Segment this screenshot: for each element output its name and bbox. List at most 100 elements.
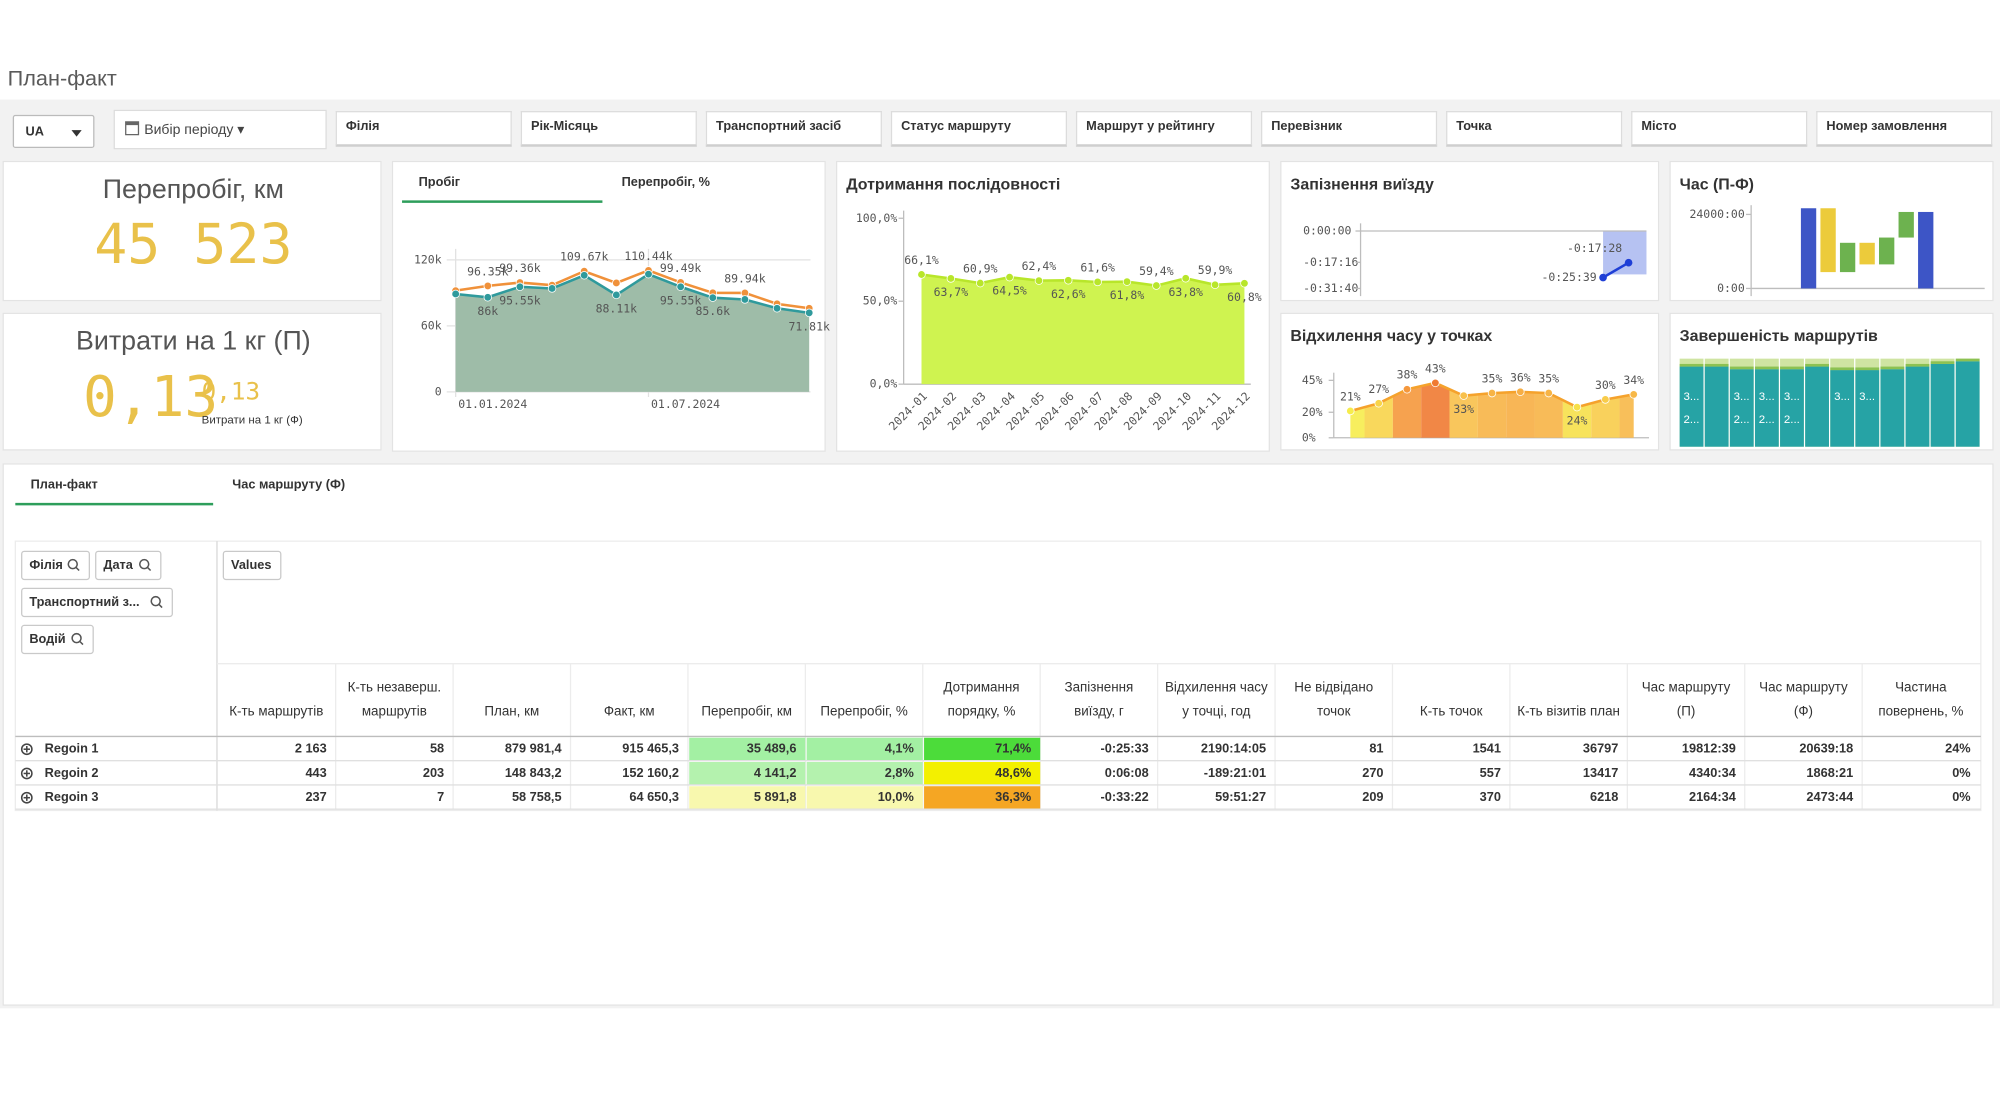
area-segment <box>1534 392 1563 438</box>
data-label: 63,7% <box>934 285 969 299</box>
point <box>976 278 985 288</box>
cell: 5 891,8 <box>754 789 797 804</box>
dimension-chip[interactable] <box>21 550 90 581</box>
data-label: -0:25:39 <box>1541 270 1596 284</box>
y-tick-label: 45% <box>1302 373 1323 387</box>
point <box>1064 276 1073 285</box>
data-label: 89.94k <box>724 271 766 285</box>
point <box>1431 378 1440 388</box>
column-header: Перепробіг, км <box>701 704 792 719</box>
filter-field[interactable]: Філія <box>335 111 512 147</box>
data-label: 62,6% <box>1051 287 1086 301</box>
row-label: Regoin 2 <box>45 765 99 780</box>
area-fill <box>455 274 810 392</box>
point <box>708 293 717 302</box>
x-tick-label: 01.07.2024 <box>651 397 720 411</box>
point <box>917 270 926 279</box>
column-header: К-ть незаверш. <box>348 679 442 694</box>
data-label: 33% <box>1453 402 1474 416</box>
point <box>1624 258 1633 267</box>
point <box>451 289 460 299</box>
cell: 1868:21 <box>1806 765 1853 780</box>
data-label: 24% <box>1567 414 1588 428</box>
cell: -0:25:33 <box>1100 741 1148 756</box>
bar-text: 3... <box>1834 391 1850 403</box>
bar-segment <box>1754 369 1779 447</box>
kpi-title: Перепробіг, км <box>102 174 284 205</box>
bar-segment <box>1930 361 1955 364</box>
filter-field[interactable]: Перевізник <box>1261 111 1438 147</box>
bar-segment <box>1780 366 1804 370</box>
tab[interactable]: Пробіг <box>419 174 460 189</box>
filter-field[interactable]: Маршрут у рейтингу <box>1075 111 1253 147</box>
bar-segment <box>1880 369 1905 447</box>
point <box>1629 390 1638 399</box>
bar-text: 3... <box>1784 391 1800 403</box>
point <box>1122 277 1132 286</box>
y-tick-label: 50,0% <box>863 294 898 308</box>
cell-highlight <box>806 737 923 761</box>
dimension-chip-label: Транспортний з... <box>29 594 139 609</box>
y-tick-label: 0:00:00 <box>1303 224 1351 238</box>
cell: 6218 <box>1590 789 1618 804</box>
tab[interactable]: Перепробіг, % <box>622 174 710 189</box>
language-select[interactable]: UA <box>12 114 95 149</box>
filter-field[interactable]: Точка <box>1446 111 1623 147</box>
cell-highlight <box>924 761 1041 785</box>
dimension-chip[interactable] <box>95 550 162 581</box>
filter-field[interactable]: Статус маршруту <box>890 111 1068 147</box>
bar <box>1800 208 1817 289</box>
filter-field[interactable]: Рік-Місяць <box>520 111 697 147</box>
line <box>1602 261 1630 279</box>
column-header: Не відвідано <box>1294 679 1373 694</box>
filter-field[interactable]: Номер замовлення <box>1816 111 1993 147</box>
data-label: 27% <box>1368 382 1389 396</box>
point <box>1005 272 1014 282</box>
cell: 4,1% <box>885 741 914 756</box>
column-header: (П) <box>1677 704 1696 719</box>
column-header: Час маршруту <box>1642 679 1731 694</box>
cell: 0:06:08 <box>1105 765 1149 780</box>
cell-highlight <box>689 761 806 785</box>
bar-segment <box>1754 366 1779 370</box>
cell-highlight <box>689 737 806 761</box>
point <box>1346 406 1355 416</box>
cell: 58 758,5 <box>512 789 562 804</box>
y-tick-label: 0,0% <box>870 377 898 391</box>
selection-band <box>1603 231 1647 275</box>
point <box>1572 402 1582 412</box>
data-label: 62,4% <box>1022 259 1057 273</box>
period-picker[interactable]: Вибір періоду ▾ <box>113 109 327 150</box>
dimension-chip[interactable] <box>21 587 173 618</box>
area-fill <box>921 274 1245 385</box>
point <box>644 269 653 279</box>
column-header: Відхилення часу <box>1165 679 1268 694</box>
line <box>921 273 1245 287</box>
tab[interactable]: Час маршруту (Ф) <box>232 476 345 491</box>
filter-field[interactable]: Місто <box>1631 111 1808 147</box>
tab[interactable]: План-факт <box>31 476 98 491</box>
column-header: (Ф) <box>1794 704 1813 719</box>
column-header: маршрутів <box>362 704 427 719</box>
filter-field[interactable]: Транспортний засіб <box>705 111 882 147</box>
area-segment <box>1350 407 1365 438</box>
search-icon <box>146 566 152 572</box>
data-label: 59,4% <box>1139 264 1174 278</box>
bar-segment <box>1830 367 1855 371</box>
cell: 2473:44 <box>1806 789 1854 804</box>
column-header: Факт, км <box>604 704 655 719</box>
bar-segment <box>1855 367 1880 371</box>
column-header: у точці, год <box>1182 704 1250 719</box>
bar <box>1918 211 1934 289</box>
y-tick-label: -0:31:40 <box>1303 281 1358 295</box>
column-header: виїзду, г <box>1074 704 1124 719</box>
data-label: 60,9% <box>963 262 998 276</box>
cell-highlight <box>924 737 1041 761</box>
dimension-chip[interactable] <box>21 624 94 655</box>
data-label: 30% <box>1595 378 1616 392</box>
cell: 71,4% <box>995 741 1031 756</box>
data-label: 34% <box>1623 373 1644 387</box>
measures-chip[interactable] <box>222 550 282 581</box>
bar-text: 2... <box>1683 414 1699 426</box>
